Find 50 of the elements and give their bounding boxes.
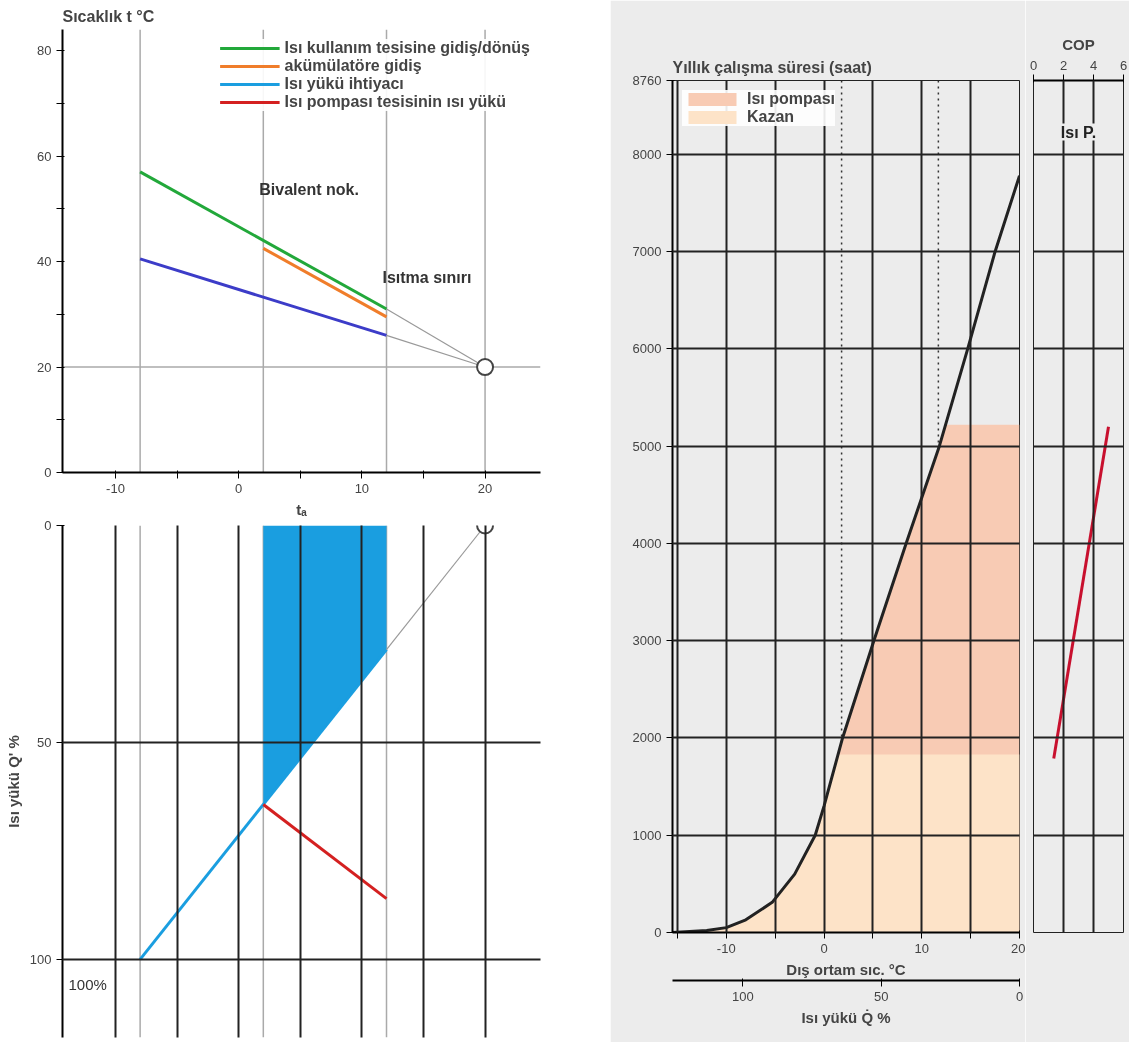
legend-label: Isı pompası <box>747 90 836 108</box>
x-tick-label: 10 <box>914 940 929 956</box>
legend-label: Isı pompası tesisinin ısı yükü <box>284 93 507 111</box>
y-tick-label: 100 <box>29 951 52 967</box>
y-tick-label: 4000 <box>632 535 662 551</box>
y-tick-label: 1000 <box>632 827 662 843</box>
legend-label: Isı yükü ihtiyacı <box>284 75 404 93</box>
y-tick-label: 80 <box>37 43 52 59</box>
y-tick-label: 0 <box>654 925 662 940</box>
y-tick-label: 6000 <box>632 341 662 357</box>
x-axis-title: tₐ <box>296 500 308 518</box>
x-tick-label: 20 <box>1011 940 1026 956</box>
x2-tick-label: 100 <box>731 988 754 1004</box>
annotation: Isı P. <box>1060 123 1097 141</box>
x-tick-label: 0 <box>235 480 243 496</box>
y-tick-label: 7000 <box>632 244 662 260</box>
legend-label: Kazan <box>747 108 795 126</box>
x-tick-label: 20 <box>477 480 493 496</box>
x2-tick-label: 0 <box>1015 988 1024 1004</box>
y-tick-label: 2000 <box>632 730 662 746</box>
x-axis-title: Dış ortam sıc. °C <box>786 960 906 978</box>
x2-tick-label: 50 <box>873 988 889 1004</box>
x-tick-label: -10 <box>716 940 736 956</box>
x-axis-title: COP <box>1062 35 1095 53</box>
y-axis-title: Isı yükü Q' % <box>4 735 22 828</box>
y-tick-label: 20 <box>37 359 52 375</box>
x-tick-label: 0 <box>820 940 828 956</box>
y-tick-label: 5000 <box>632 438 662 454</box>
x-tick-label: 0 <box>1029 57 1038 73</box>
y-tick-label: 8760 <box>632 73 662 88</box>
legend-label: Isı kullanım tesisine gidiş/dönüş <box>284 39 530 57</box>
x-tick-label: 2 <box>1059 57 1068 73</box>
ref-line-label: Bivalent nok. <box>259 180 359 198</box>
x-tick-label: -10 <box>106 480 125 496</box>
y-tick-label: 60 <box>37 148 52 164</box>
y-tick-label: 40 <box>37 254 52 270</box>
x2-axis-title: Isı yükü Q̇ % <box>801 1008 891 1026</box>
y-tick-label: 0 <box>44 518 52 533</box>
legend-label: akümülatöre gidiş <box>284 57 422 75</box>
annotation: 100% <box>68 975 107 993</box>
y-axis-title: Sıcaklık t °C <box>62 7 155 25</box>
y-axis-title: Yıllık çalışma süresi (saat) <box>672 58 872 76</box>
y-tick-label: 0 <box>44 465 52 480</box>
y-tick-label: 8000 <box>632 146 662 162</box>
x-tick-label: 10 <box>354 480 370 496</box>
y-tick-label: 3000 <box>632 633 662 649</box>
ref-line-label: Isıtma sınırı <box>382 269 472 287</box>
x-tick-label: 4 <box>1089 57 1098 73</box>
y-tick-label: 50 <box>37 734 52 750</box>
x-tick-label: 6 <box>1119 57 1128 73</box>
